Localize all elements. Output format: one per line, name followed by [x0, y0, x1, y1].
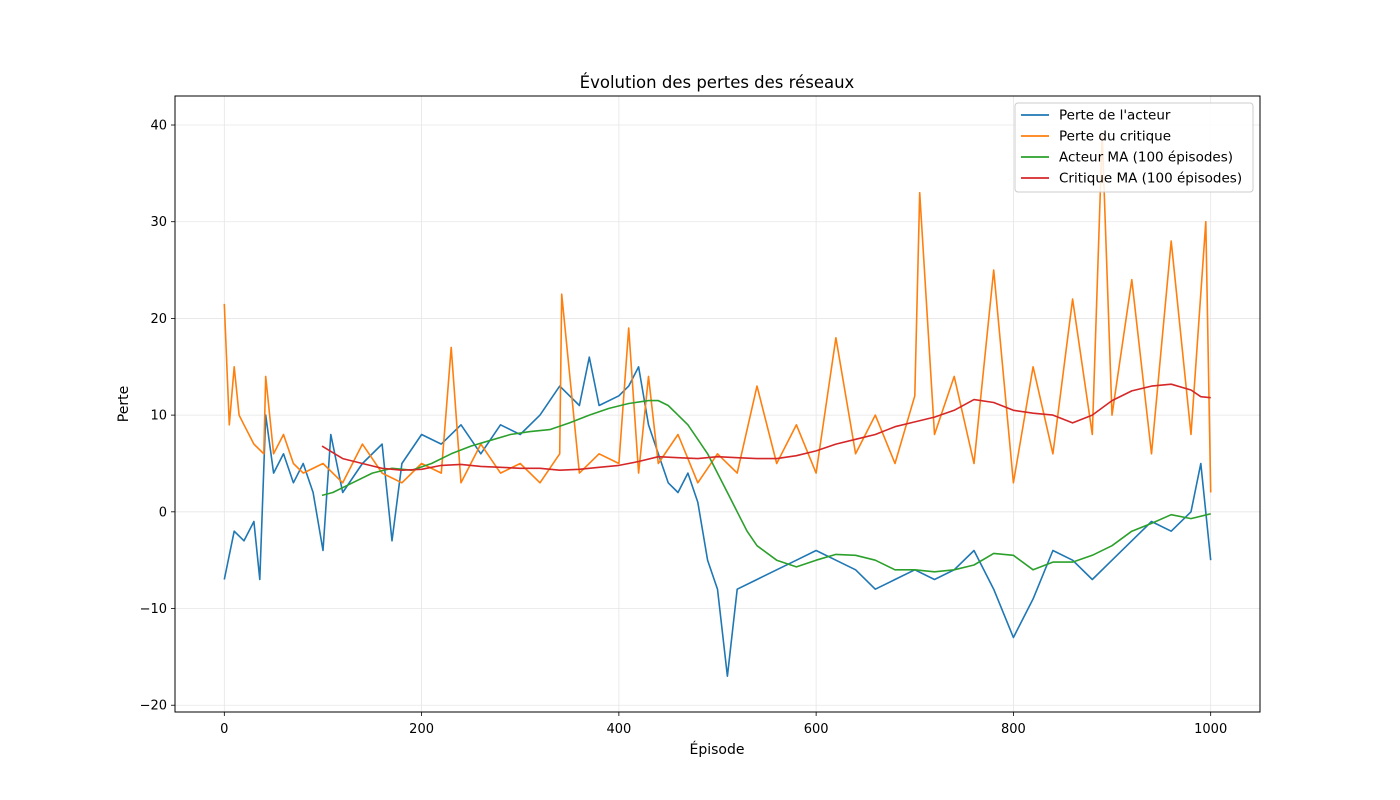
- chart-title: Évolution des pertes des réseaux: [580, 73, 855, 92]
- x-tick-label: 400: [606, 722, 631, 737]
- y-tick-label: −10: [140, 602, 167, 617]
- legend-label-1: Perte du critique: [1059, 129, 1171, 145]
- x-tick-label: 0: [220, 722, 228, 737]
- x-tick-label: 600: [804, 722, 829, 737]
- x-tick-label: 1000: [1194, 722, 1227, 737]
- y-tick-label: 40: [150, 119, 167, 134]
- series-line-2: [321, 399, 1211, 573]
- y-tick-label: 0: [159, 505, 167, 520]
- x-tick-label: 200: [409, 722, 434, 737]
- series-line-1: [223, 133, 1212, 493]
- x-tick-label: 800: [1001, 722, 1026, 737]
- y-axis-label: Perte: [116, 386, 132, 422]
- y-tick-label: 30: [150, 215, 167, 230]
- legend-label-3: Critique MA (100 épisodes): [1059, 171, 1242, 187]
- y-tick-label: 20: [150, 312, 167, 327]
- x-axis-label: Épisode: [690, 741, 745, 758]
- series-line-3: [321, 383, 1211, 472]
- y-tick-label: −20: [140, 699, 167, 714]
- legend: Perte de l'acteur Perte du critique Acteur…: [1014, 102, 1254, 193]
- legend-label-2: Acteur MA (100 épisodes): [1059, 150, 1233, 166]
- legend-label-0: Perte de l'acteur: [1059, 108, 1171, 124]
- series-lines: [223, 133, 1212, 678]
- legend-box: [1014, 102, 1254, 193]
- y-tick-label: 10: [150, 409, 167, 424]
- axis-ticks: 0 200 400 600 800 1000 −20 −10 0 10 20 30 40: [140, 119, 1228, 737]
- series-line-0: [223, 356, 1212, 678]
- grid: [175, 96, 1260, 712]
- plot-frame: [174, 95, 1261, 713]
